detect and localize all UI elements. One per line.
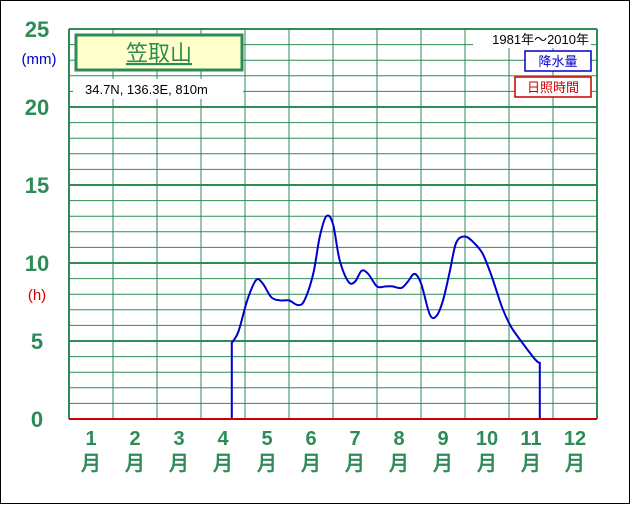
period-bg [473,30,591,48]
location-bg [73,79,243,99]
x-tick-label-month-char: 月 [300,453,321,475]
station-location: 34.7N, 136.3E, 810m [85,82,208,97]
x-tick-label-month-char: 月 [564,453,585,475]
x-tick-label-month-number: 3 [173,428,184,450]
y-tick-label: 20 [25,95,49,120]
x-tick-label-month-char: 月 [124,453,145,475]
y-unit-precip: (mm) [22,51,57,68]
x-tick-label-month-number: 10 [476,428,498,450]
y-tick-label: 0 [31,407,43,432]
x-tick-label-month-char: 月 [476,453,497,475]
y-tick-label: 10 [25,251,49,276]
x-tick-label-month-number: 12 [564,428,586,450]
x-tick-label-month-number: 9 [437,428,448,450]
station-name: 笠取山 [126,41,192,66]
x-tick-label-month-number: 5 [261,428,272,450]
x-tick-label-month-char: 月 [168,453,189,475]
x-tick-label-month-number: 11 [520,428,541,450]
legend-precip-label: 降水量 [538,54,577,69]
x-tick-label-month-char: 月 [212,453,233,475]
x-tick-label-month-char: 月 [256,453,277,475]
period-label: 1981年〜2010年 [492,32,589,47]
x-tick-label-month-number: 8 [393,428,404,450]
x-tick-label-month-char: 月 [344,453,365,475]
y-tick-label: 15 [25,173,49,198]
x-tick-label-month-char: 月 [80,453,101,475]
legend-precip-box [524,50,592,72]
x-tick-label-month-number: 1 [85,428,96,450]
series-layer [69,214,597,420]
x-tick-label-month-number: 4 [217,428,229,450]
y-unit-sunshine: (h) [28,287,46,304]
y-tick-label: 5 [31,329,43,354]
x-tick-label-month-number: 6 [305,428,316,450]
legend-sunshine-box [514,76,592,98]
x-tick-label-month-char: 月 [520,453,541,475]
y-tick-label: 25 [25,17,49,42]
legend-sunshine-label: 日照時間 [527,80,579,95]
station-name-box [74,33,244,72]
label-layer: 0 5 10 15 20 25 1 月 2 月 3 月 4 月 5 月 6 月 7 月 8 月 9 月 10 月 11 月 12 月 [25,17,586,475]
x-tick-label-month-number: 2 [129,428,140,450]
x-tick-label-month-char: 月 [388,453,409,475]
x-tick-label-month-char: 月 [432,453,453,475]
x-tick-label-month-number: 7 [349,428,360,450]
precipitation-series-line [230,214,541,419]
